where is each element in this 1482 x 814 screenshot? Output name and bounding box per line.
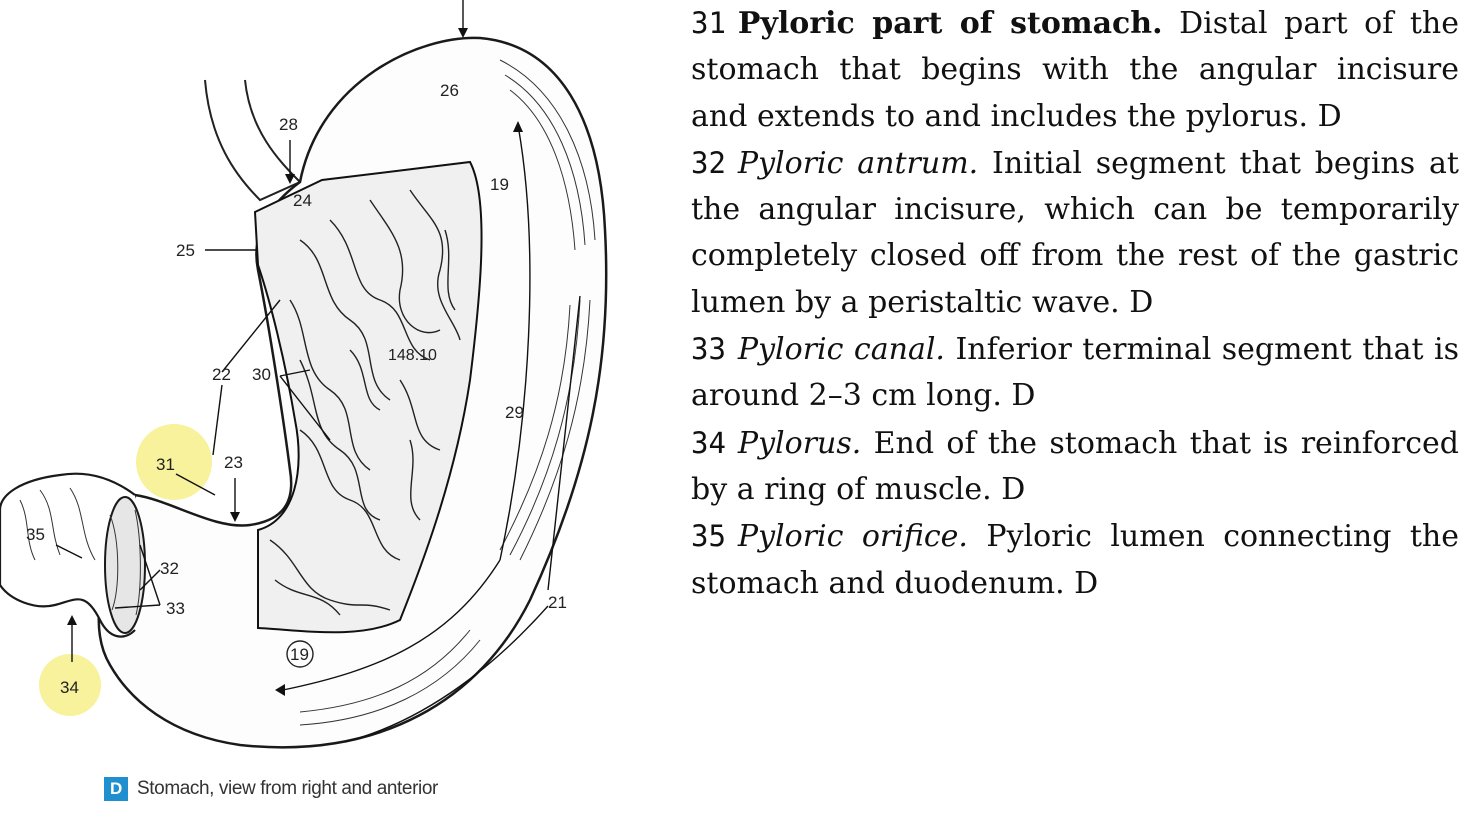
leader-lines bbox=[55, 0, 581, 743]
label-24: 24 bbox=[293, 191, 312, 210]
label-25: 25 bbox=[176, 241, 195, 260]
entry-35: 35 Pyloric orifice. Pyloric lumen connect… bbox=[691, 513, 1459, 607]
entry-description: End of the stomach that is reinforced by… bbox=[691, 425, 1459, 507]
label-23: 23 bbox=[224, 453, 243, 472]
label-21: 21 bbox=[548, 593, 567, 612]
stomach-illustration: 26 28 24 19 25 148.10 22 30 29 31 23 35 … bbox=[0, 0, 608, 749]
label-26: 26 bbox=[440, 81, 459, 100]
cross-reference-label: 148.10 bbox=[388, 347, 437, 364]
entry-description: Inferior terminal segment that is around… bbox=[691, 332, 1459, 414]
entry-32: 32 Pyloric antrum. Initial segment that b… bbox=[691, 140, 1459, 326]
entry-term: Pylorus. bbox=[737, 425, 862, 461]
definitions-text: 31 Pyloric part of stomach. Distal part o… bbox=[691, 0, 1459, 607]
label-35: 35 bbox=[26, 525, 45, 544]
entry-number: 33 bbox=[691, 332, 726, 367]
arrowheads bbox=[67, 28, 523, 696]
entry-number: 32 bbox=[691, 145, 726, 180]
entry-term: Pyloric antrum. bbox=[737, 145, 979, 181]
label-29: 29 bbox=[505, 403, 524, 422]
label-32: 32 bbox=[160, 559, 179, 578]
mucosal-folds bbox=[269, 189, 461, 616]
entry-34: 34 Pylorus. End of the stomach that is re… bbox=[691, 420, 1459, 514]
entry-term: Pyloric canal. bbox=[737, 332, 945, 368]
label-34: 34 bbox=[60, 678, 79, 697]
esophagus bbox=[204, 79, 302, 202]
label-31: 31 bbox=[156, 455, 175, 474]
entry-33: 33 Pyloric canal. Inferior terminal segme… bbox=[691, 326, 1459, 420]
caption-tag: D bbox=[104, 777, 128, 801]
outer-hatching bbox=[299, 59, 596, 726]
entry-number: 34 bbox=[691, 425, 726, 460]
highlight-31 bbox=[136, 424, 212, 500]
highlight-34 bbox=[39, 654, 101, 716]
entry-term: Pyloric part of stomach. bbox=[737, 6, 1163, 41]
entry-description: Pyloric lumen connecting the stomach and… bbox=[691, 519, 1459, 601]
label-33: 33 bbox=[166, 599, 185, 618]
label-28: 28 bbox=[279, 115, 298, 134]
label-19-lower: 19 bbox=[290, 645, 309, 664]
entry-description: Initial segment that begins at the angul… bbox=[691, 145, 1459, 320]
label-30: 30 bbox=[252, 365, 271, 384]
entry-number: 35 bbox=[691, 519, 726, 554]
stomach-figure: 26 28 24 19 25 148.10 22 30 29 31 23 35 … bbox=[0, 0, 660, 814]
entry-31: 31 Pyloric part of stomach. Distal part o… bbox=[691, 0, 1459, 140]
label-19-upper: 19 bbox=[490, 175, 509, 194]
caption-text: Stomach, view from right and anterior bbox=[137, 778, 438, 799]
entry-number: 31 bbox=[691, 6, 726, 40]
entry-description: Distal part of the stomach that begins w… bbox=[691, 6, 1459, 134]
figure-caption: D Stomach, view from right and anterior bbox=[104, 776, 438, 802]
label-19-ring bbox=[286, 640, 314, 668]
duodenum bbox=[0, 472, 136, 638]
label-22: 22 bbox=[212, 365, 231, 384]
entry-term: Pyloric orifice. bbox=[737, 519, 968, 555]
figure-labels: 26 28 24 19 25 148.10 22 30 29 31 23 35 … bbox=[26, 81, 567, 697]
